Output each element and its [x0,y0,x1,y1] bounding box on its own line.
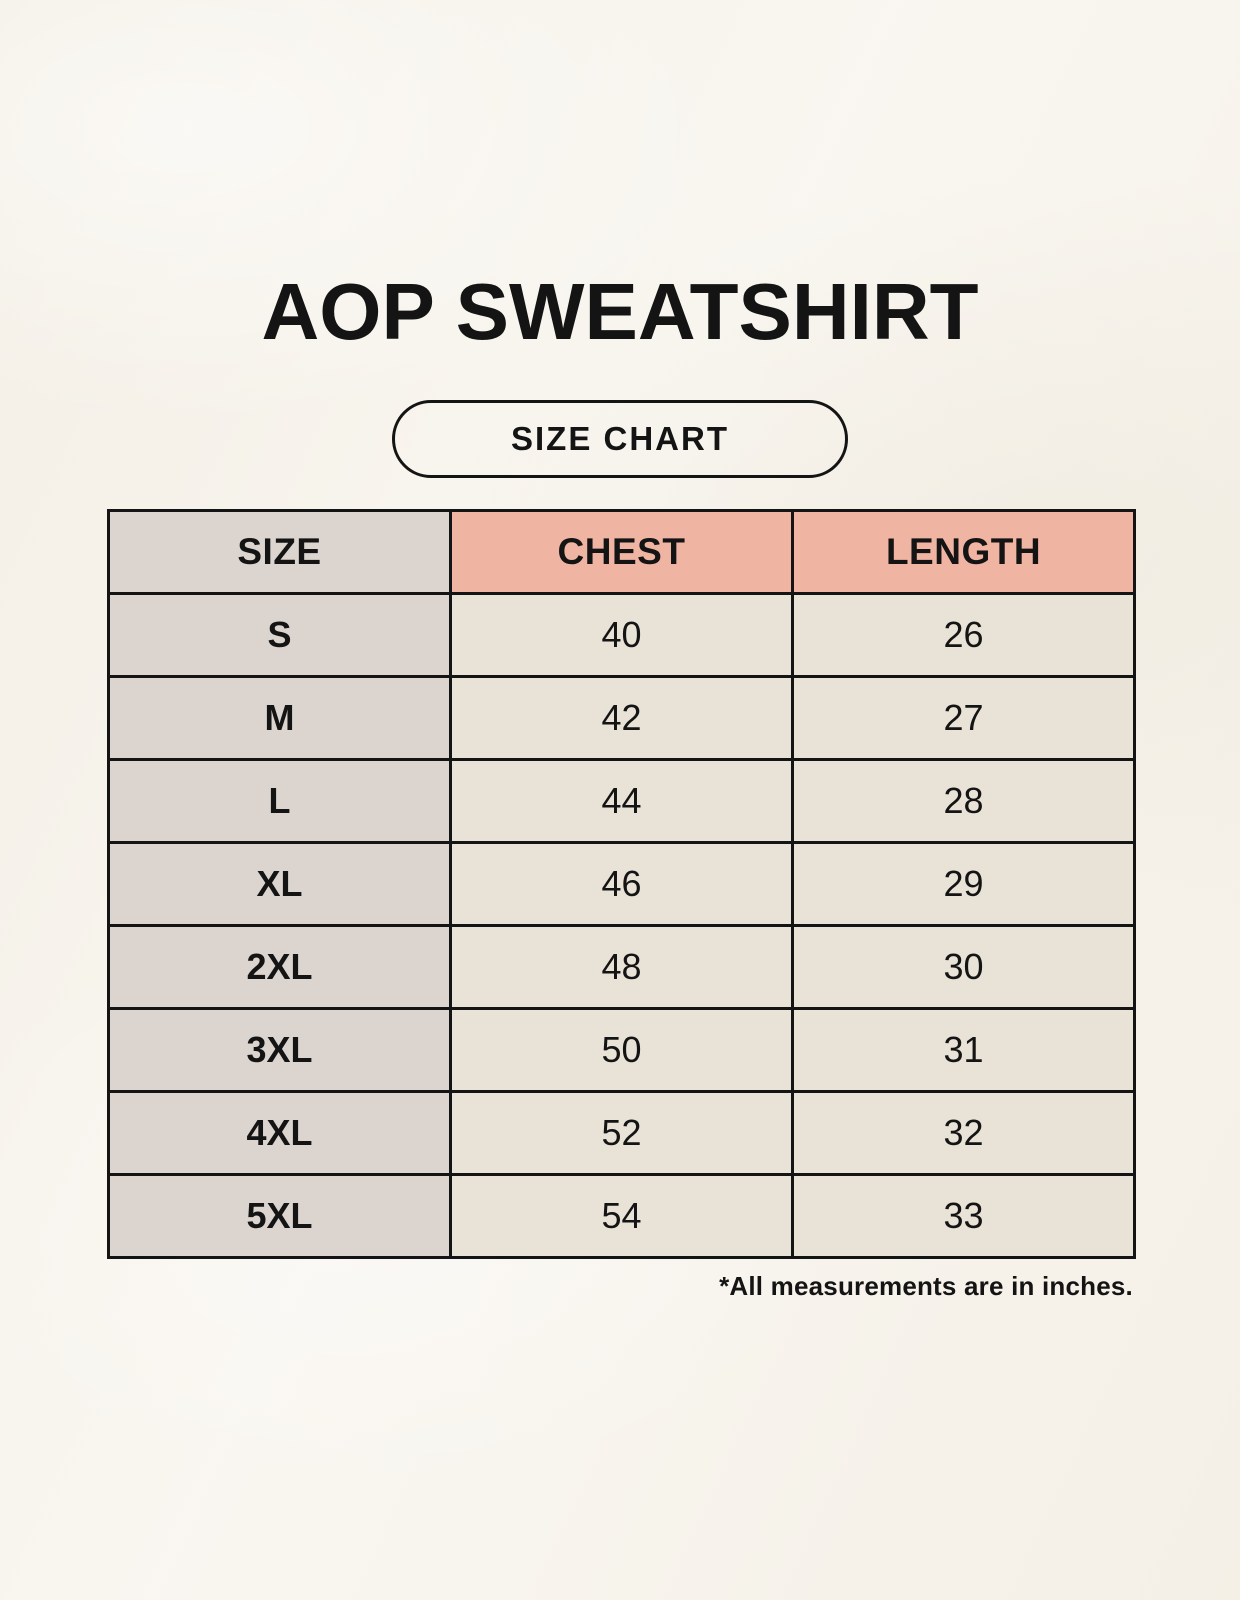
chest-value: 44 [449,758,794,844]
chest-value: 50 [449,1007,794,1093]
table-header-row: SIZE CHEST LENGTH [107,509,1136,595]
column-header-chest: CHEST [449,509,794,595]
size-label: 5XL [107,1173,452,1259]
size-label: 4XL [107,1090,452,1176]
length-value: 29 [791,841,1136,927]
size-label: M [107,675,452,761]
size-label: S [107,592,452,678]
column-header-size: SIZE [107,509,452,595]
table-row: S 40 26 [107,592,1136,678]
chest-value: 52 [449,1090,794,1176]
table-row: M 42 27 [107,675,1136,761]
chest-value: 42 [449,675,794,761]
size-chart-page: AOP SWEATSHIRT SIZE CHART SIZE CHEST LEN… [107,0,1136,1302]
table-row: 4XL 52 32 [107,1090,1136,1176]
size-label: L [107,758,452,844]
length-value: 26 [791,592,1136,678]
size-label: 2XL [107,924,452,1010]
size-chart-badge: SIZE CHART [392,400,848,478]
length-value: 28 [791,758,1136,844]
size-chart-table: SIZE CHEST LENGTH S 40 26 M 42 27 L 44 2… [107,509,1136,1259]
measurements-footnote: *All measurements are in inches. [719,1271,1133,1301]
chest-value: 40 [449,592,794,678]
column-header-length: LENGTH [791,509,1136,595]
chest-value: 46 [449,841,794,927]
chest-value: 48 [449,924,794,1010]
length-value: 32 [791,1090,1136,1176]
size-label: XL [107,841,452,927]
length-value: 30 [791,924,1136,1010]
size-chart-badge-label: SIZE CHART [511,420,729,457]
table-row: L 44 28 [107,758,1136,844]
page-title: AOP SWEATSHIRT [261,267,979,356]
length-value: 31 [791,1007,1136,1093]
length-value: 33 [791,1173,1136,1259]
chest-value: 54 [449,1173,794,1259]
length-value: 27 [791,675,1136,761]
table-row: 3XL 50 31 [107,1007,1136,1093]
table-row: 5XL 54 33 [107,1173,1136,1259]
table-row: 2XL 48 30 [107,924,1136,1010]
table-row: XL 46 29 [107,841,1136,927]
size-label: 3XL [107,1007,452,1093]
